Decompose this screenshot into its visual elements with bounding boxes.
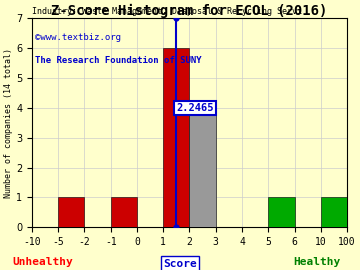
- Text: ©www.textbiz.org: ©www.textbiz.org: [35, 33, 121, 42]
- Text: 2.2465: 2.2465: [176, 103, 214, 113]
- Title: Z-Score Histogram for ECOL (2016): Z-Score Histogram for ECOL (2016): [51, 4, 328, 18]
- Bar: [189, 108, 216, 227]
- Text: Healthy: Healthy: [293, 257, 341, 267]
- Text: Unhealthy: Unhealthy: [13, 257, 73, 267]
- Text: Score: Score: [163, 259, 197, 269]
- Text: The Research Foundation of SUNY: The Research Foundation of SUNY: [35, 56, 202, 65]
- Text: Industry: Waste Management, Disposal & Recycling Servi: Industry: Waste Management, Disposal & R…: [32, 7, 302, 16]
- Bar: [321, 197, 347, 227]
- Bar: [268, 197, 294, 227]
- Bar: [58, 197, 85, 227]
- Bar: [163, 48, 189, 227]
- Y-axis label: Number of companies (14 total): Number of companies (14 total): [4, 48, 13, 198]
- Bar: [111, 197, 137, 227]
